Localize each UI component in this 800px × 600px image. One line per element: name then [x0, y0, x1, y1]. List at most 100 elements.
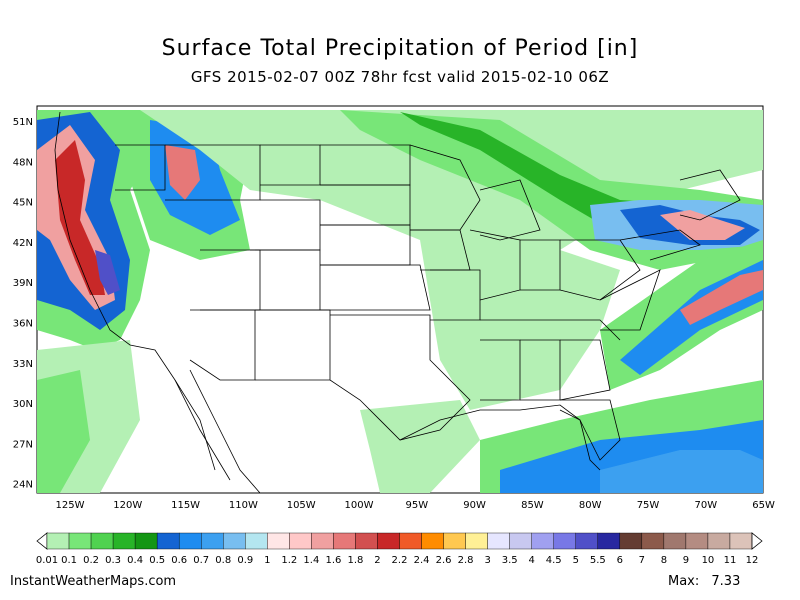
precip-region-west-red [55, 140, 105, 295]
longitude-label: 105W [287, 500, 316, 511]
boundary-line [329, 314, 471, 441]
colorbar-label: 6 [617, 555, 623, 566]
colorbar-label: 1.8 [347, 555, 363, 566]
precip-region-east-light [420, 240, 620, 410]
precip-fields [37, 110, 763, 493]
precip-region-caribbean-blue [600, 450, 763, 493]
colorbar-label: 10 [702, 555, 715, 566]
longitude-label: 85W [521, 500, 544, 511]
colorbar-cell [575, 532, 598, 550]
precip-region-northeast-pink [660, 210, 745, 240]
longitude-label: 95W [405, 500, 428, 511]
longitude-label: 90W [463, 500, 486, 511]
colorbar-cell [68, 532, 92, 550]
colorbar-label: 2.4 [414, 555, 430, 566]
longitude-label: 75W [637, 500, 660, 511]
longitude-label: 125W [56, 500, 85, 511]
colorbar-label: 3.5 [502, 555, 518, 566]
precip-region-mexico-light [360, 400, 480, 493]
colorbar-cell [421, 532, 444, 550]
colorbar-cell [443, 532, 466, 550]
colorbar-cell [487, 532, 510, 550]
colorbar-cell [399, 532, 422, 550]
colorbar-label: 3 [484, 555, 490, 566]
colorbar-label: 2 [374, 555, 380, 566]
boundary-line [260, 144, 321, 186]
colorbar-cell [223, 532, 246, 550]
colorbar-cell [333, 532, 356, 550]
longitude-label: 80W [579, 500, 602, 511]
boundary-line [480, 319, 621, 341]
precip-region-north-light [140, 110, 763, 260]
colorbar-cell [707, 532, 731, 550]
longitude-label: 110W [229, 500, 258, 511]
colorbar-label: 0.1 [61, 555, 77, 566]
precip-region-atlantic-red [680, 270, 763, 325]
precip-region-sierra-purple [95, 250, 120, 295]
max-label: Max: [668, 574, 700, 589]
colorbar-label: 9 [683, 555, 689, 566]
boundary-line [679, 169, 741, 221]
colorbar-label: 1 [264, 555, 270, 566]
latitude-label: 33N [13, 359, 33, 370]
latitude-label: 45N [13, 198, 33, 209]
map-title: Surface Total Precipitation of Period [i… [161, 36, 639, 61]
colorbar-cell [112, 532, 136, 550]
boundary-line [480, 339, 521, 401]
colorbar-label: 4 [529, 555, 535, 566]
colorbar-cell [377, 532, 400, 550]
colorbar-cell [355, 532, 378, 550]
boundary-line [430, 269, 481, 321]
colorbar-cell [465, 532, 488, 550]
colorbar-label: 0.8 [215, 555, 231, 566]
latitude-labels: 51N 48N 45N 42N 39N 36N 33N 30N 27N 24N [13, 117, 33, 491]
colorbar-cell [531, 532, 554, 550]
colorbar-label: 12 [746, 555, 759, 566]
max-value-readout: Max: 7.33 [668, 574, 740, 589]
precip-region-rockies-red [165, 145, 200, 200]
boundary-line [520, 239, 561, 291]
colorbar-label: 0.3 [105, 555, 121, 566]
colorbar-label: 4.5 [546, 555, 562, 566]
colorbar-label: 2.6 [436, 555, 452, 566]
colorbar-cell [553, 532, 576, 550]
colorbar-cell [641, 532, 665, 550]
colorbar-cell [245, 532, 268, 550]
colorbar-cell [134, 532, 158, 550]
precip-region-pacific-green [37, 370, 90, 493]
site-credit: InstantWeatherMaps.com [10, 574, 177, 589]
boundary-line [165, 144, 261, 201]
colorbar: 0.01 0.1 0.2 0.3 0.4 0.5 0.6 0.7 0.8 0.9 1 1.2 1.4 1.… [36, 532, 763, 566]
boundary-line [320, 264, 431, 311]
boundary-line [479, 179, 541, 241]
colorbar-cell [597, 532, 621, 550]
colorbar-label: 8 [661, 555, 667, 566]
colorbar-cells [46, 532, 753, 550]
boundary-line [559, 239, 641, 301]
colorbar-label: 0.5 [149, 555, 165, 566]
colorbar-label: 5.5 [590, 555, 606, 566]
colorbar-label: 0.01 [36, 555, 58, 566]
colorbar-left-arrow [36, 532, 48, 550]
boundary-line [255, 309, 331, 381]
colorbar-label: 7 [639, 555, 645, 566]
colorbar-label: 2.8 [458, 555, 474, 566]
colorbar-label: 1.2 [281, 555, 297, 566]
boundary-line [559, 339, 611, 401]
colorbar-cell [729, 532, 753, 550]
coastline-gulf [399, 404, 601, 471]
mexico-coast [189, 369, 261, 494]
colorbar-labels: 0.01 0.1 0.2 0.3 0.4 0.5 0.6 0.7 0.8 0.9 1 1.2 1.4 1.… [36, 555, 759, 566]
coastline-west [54, 111, 216, 471]
colorbar-cell [201, 532, 224, 550]
colorbar-cell [311, 532, 334, 550]
boundary-line [559, 399, 621, 461]
longitude-label: 100W [345, 500, 374, 511]
latitude-label: 48N [13, 157, 33, 168]
boundaries [54, 111, 741, 494]
boundary-line [520, 339, 561, 401]
boundary-line [619, 229, 701, 261]
boundary-line [469, 229, 521, 301]
boundary-line [599, 269, 661, 331]
colorbar-cell [178, 532, 202, 550]
